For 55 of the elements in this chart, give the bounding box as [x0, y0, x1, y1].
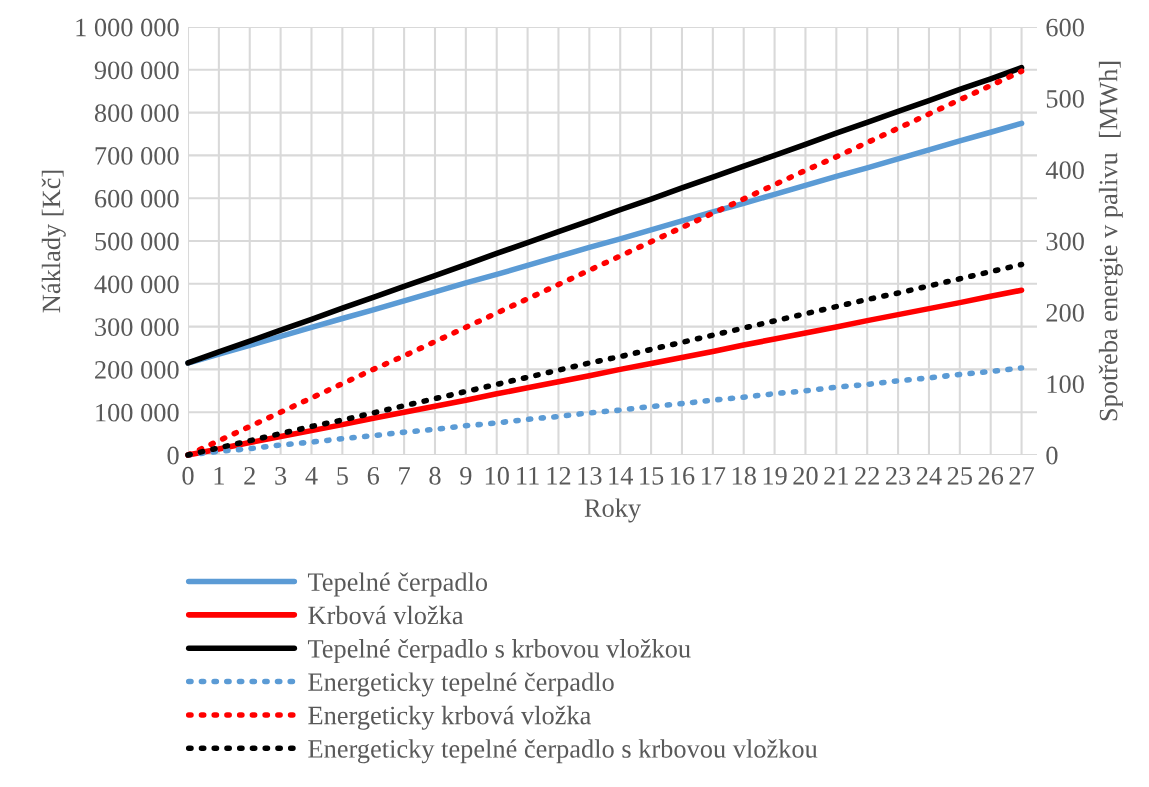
y2-tick-label: 500 — [1046, 89, 1084, 108]
y-tick-label: 700 000 — [95, 147, 179, 165]
x-tick-label: 0 — [182, 466, 194, 485]
legend-label: Tepelné čerpadlo — [307, 572, 488, 597]
y2-axis-title: Spotřeba energie v palivu [MWh] — [1098, 61, 1123, 421]
y-tick-label: 100 000 — [96, 403, 179, 422]
y2-tick-label: 200 — [1046, 303, 1084, 322]
x-tick-label: 11 — [517, 467, 539, 485]
x-tick-label: 24 — [916, 466, 942, 485]
x-tick-label: 7 — [399, 467, 410, 485]
legend-label: Energeticky tepelné čerpadlo — [308, 672, 614, 697]
legend-label: Tepelné čerpadlo s krbovou vložkou — [307, 639, 691, 664]
legend-label: Energeticky tepelné čerpadlo s krbovou vložkou — [308, 739, 818, 764]
x-tick-label: 10 — [485, 466, 509, 485]
x-tick-label: 21 — [824, 466, 848, 485]
y2-tick-label: 300 — [1046, 232, 1084, 251]
x-tick-label: 23 — [886, 466, 911, 485]
legend-label: Krbová vložka — [308, 605, 464, 625]
y-tick-label: 500 000 — [95, 232, 179, 251]
x-tick-label: 3 — [275, 466, 287, 485]
x-tick-label: 15 — [640, 467, 664, 485]
y2-tick-label: 600 — [1046, 18, 1084, 37]
y-axis-title: Náklady [Kč] — [41, 170, 66, 313]
y2-tick-label: 400 — [1045, 161, 1084, 180]
x-tick-label: 22 — [855, 466, 879, 485]
x-tick-label: 9 — [460, 466, 472, 485]
y2-tick-label: 100 — [1047, 375, 1084, 394]
x-tick-label: 25 — [947, 466, 972, 485]
y-tick-label: 300 000 — [95, 318, 179, 337]
x-tick-label: 20 — [793, 466, 818, 485]
x-tick-label: 14 — [609, 467, 633, 485]
x-tick-label: 13 — [578, 466, 602, 485]
legend-label: Energeticky krbová vložka — [308, 705, 591, 730]
y-tick-label: 0 — [167, 446, 179, 465]
x-tick-label: 1 — [214, 467, 224, 485]
x-tick-label: 2 — [244, 466, 255, 485]
y-tick-label: 600 000 — [95, 189, 179, 208]
x-tick-label: 27 — [1009, 466, 1034, 485]
y2-tick-label: 0 — [1046, 446, 1058, 465]
x-tick-label: 19 — [763, 466, 787, 485]
x-tick-label: 16 — [671, 466, 695, 485]
y-tick-label: 200 000 — [95, 361, 179, 379]
x-axis-title: Roky — [584, 498, 641, 523]
x-tick-label: 4 — [305, 467, 318, 485]
y-tick-label: 400 000 — [94, 275, 179, 294]
y-tick-label: 900 000 — [94, 61, 179, 80]
x-tick-label: 17 — [701, 467, 726, 485]
y-tick-label: 800 000 — [94, 104, 179, 123]
x-tick-label: 8 — [429, 466, 441, 485]
x-tick-label: 6 — [367, 466, 380, 485]
x-tick-label: 5 — [337, 467, 348, 485]
y-tick-label: 1 000 000 — [76, 18, 179, 37]
x-tick-label: 26 — [978, 466, 1004, 485]
x-tick-label: 18 — [732, 466, 756, 485]
x-tick-label: 12 — [547, 466, 571, 485]
